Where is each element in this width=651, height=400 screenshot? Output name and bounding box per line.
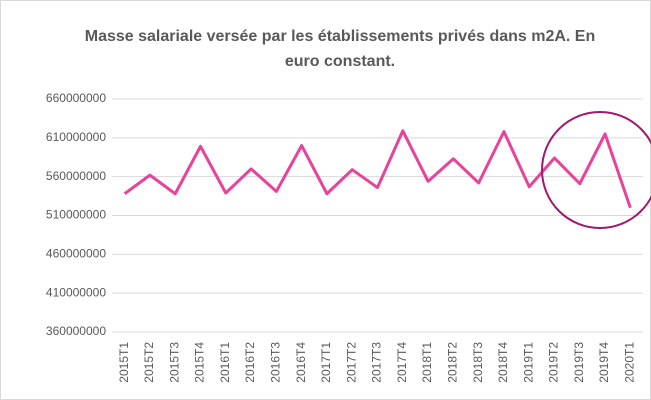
y-tick-label: 410000000: [46, 285, 106, 299]
x-tick-label: 2019T1: [521, 342, 535, 383]
x-tick-label: 2017T4: [395, 342, 409, 383]
x-tick-label: 2018T1: [420, 342, 434, 383]
highlight-circle: [541, 111, 651, 229]
x-tick-label: 2015T1: [117, 342, 131, 383]
x-tick-label: 2015T3: [167, 342, 181, 383]
x-tick-label: 2020T1: [623, 342, 637, 383]
x-tick-label: 2016T1: [218, 342, 232, 383]
x-tick-label: 2019T3: [572, 342, 586, 383]
line-series: [123, 129, 632, 209]
x-tick-label: 2016T3: [269, 342, 283, 383]
x-tick-label: 2017T2: [344, 342, 358, 383]
x-tick-label: 2016T2: [243, 342, 257, 383]
y-tick-label: 360000000: [46, 324, 106, 338]
y-tick-label: 510000000: [46, 208, 106, 222]
x-tick-label: 2017T1: [319, 342, 333, 383]
x-tick-label: 2018T2: [446, 342, 460, 383]
x-tick-label: 2015T2: [142, 342, 156, 383]
y-tick-label: 610000000: [46, 130, 106, 144]
x-tick-label: 2019T4: [597, 342, 611, 383]
x-tick-label: 2017T3: [370, 342, 384, 383]
x-tick-label: 2018T3: [471, 342, 485, 383]
y-tick-label: 560000000: [46, 169, 106, 183]
chart-title: Masse salariale versée par les établisse…: [84, 28, 596, 70]
y-tick-label: 460000000: [46, 247, 106, 261]
x-tick-label: 2019T2: [547, 342, 561, 383]
x-tick-label: 2016T4: [294, 342, 308, 383]
x-tick-label: 2018T4: [496, 342, 510, 383]
y-tick-label: 660000000: [46, 91, 106, 105]
x-tick-label: 2015T4: [193, 342, 207, 383]
